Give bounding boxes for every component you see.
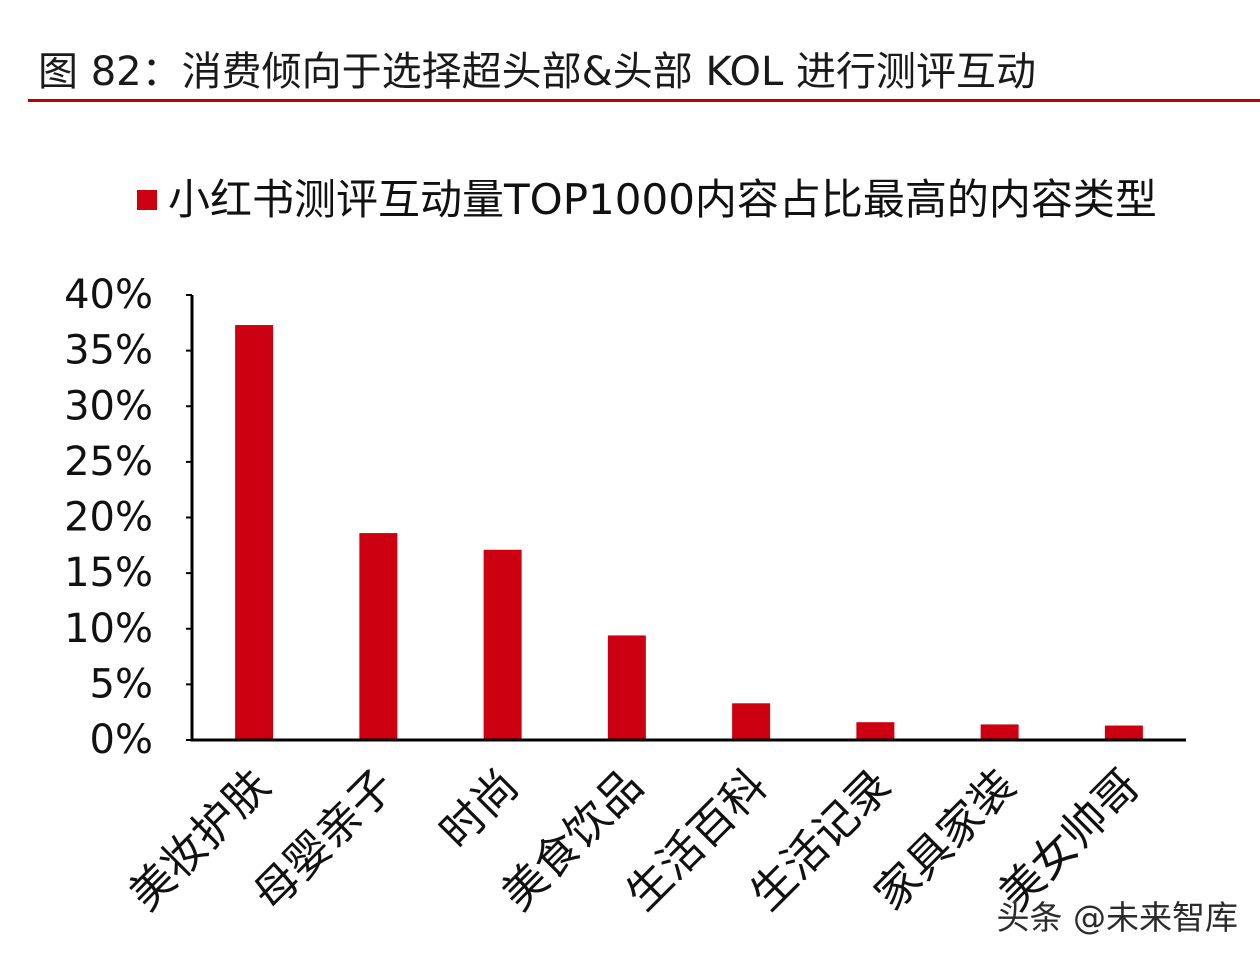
bar-8 xyxy=(1104,725,1143,740)
watermark-text: 头条 @未来智库 xyxy=(996,898,1239,937)
y-tick-label: 35% xyxy=(64,328,153,374)
bars-layer xyxy=(235,325,1143,740)
bar-3 xyxy=(483,549,522,740)
chart-legend: 小红书测评互动量TOP1000内容占比最高的内容类型 xyxy=(137,174,1157,226)
y-tick-label: 10% xyxy=(64,606,153,652)
title-divider xyxy=(28,99,1260,102)
y-tick-label: 30% xyxy=(64,383,153,429)
y-tick-label: 0% xyxy=(90,717,153,763)
y-tick-label: 20% xyxy=(64,495,153,541)
legend-swatch xyxy=(137,190,157,210)
bar-4 xyxy=(607,635,646,740)
bar-6 xyxy=(856,722,895,740)
legend-label: 小红书测评互动量TOP1000内容占比最高的内容类型 xyxy=(168,175,1157,224)
y-tick-label: 5% xyxy=(90,661,153,707)
bar-5 xyxy=(732,703,771,740)
y-tick-label: 15% xyxy=(64,550,153,596)
figure-title: 图 82：消费倾向于选择超头部&头部 KOL 进行测评互动 xyxy=(38,49,1037,95)
bar-7 xyxy=(980,724,1019,740)
y-axis-tick-labels: 0% 5% 10% 15% 20% 25% 30% 35% 40% xyxy=(64,272,153,763)
x-category-label: 时尚 xyxy=(430,760,528,858)
y-tick-label: 25% xyxy=(64,439,153,485)
bar-1 xyxy=(235,325,274,740)
y-tick-label: 40% xyxy=(64,272,153,318)
axes-layer xyxy=(186,294,1186,742)
bar-2 xyxy=(359,533,398,740)
